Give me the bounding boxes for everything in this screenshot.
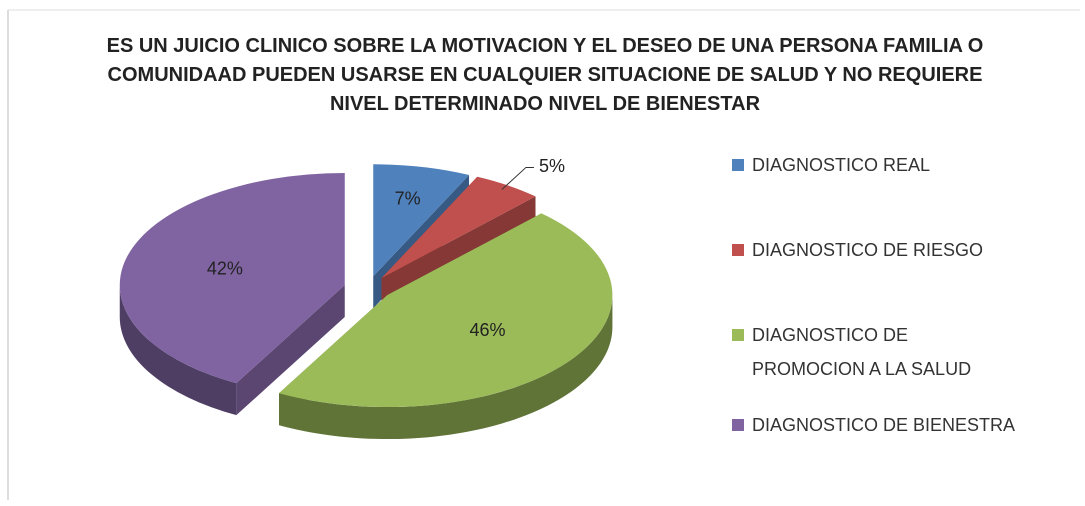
- legend-label: DIAGNOSTICO DE PROMOCION A LA SALUD: [752, 325, 972, 379]
- data-label: 46%: [470, 320, 506, 340]
- leader-line: [501, 166, 534, 190]
- slice-side: [119, 285, 237, 416]
- slice-side: [279, 295, 613, 440]
- chart-title: ES UN JUICIO CLINICO SOBRE LA MOTIVACION…: [106, 35, 984, 115]
- data-label: 42%: [207, 258, 243, 278]
- legend-swatch: [732, 244, 744, 256]
- legend-swatch: [732, 419, 744, 431]
- legend-swatch: [732, 329, 744, 341]
- slice-top: [373, 164, 470, 277]
- legend-label: DIAGNOSTICO REAL: [752, 155, 931, 175]
- slice-top: [119, 173, 345, 384]
- slice-top: [381, 176, 536, 279]
- pie-slice: [119, 173, 345, 416]
- pie-slice: [279, 213, 613, 440]
- slice-top: [279, 213, 613, 408]
- legend-label: DIAGNOSTICO DE BIENESTRA: [752, 415, 1016, 435]
- data-label: 7%: [395, 189, 421, 209]
- legend-label: DIAGNOSTICO DE RIESGO: [752, 240, 984, 260]
- data-label: 5%: [539, 156, 565, 176]
- slice-edge: [236, 285, 345, 416]
- legend-swatch: [732, 159, 744, 171]
